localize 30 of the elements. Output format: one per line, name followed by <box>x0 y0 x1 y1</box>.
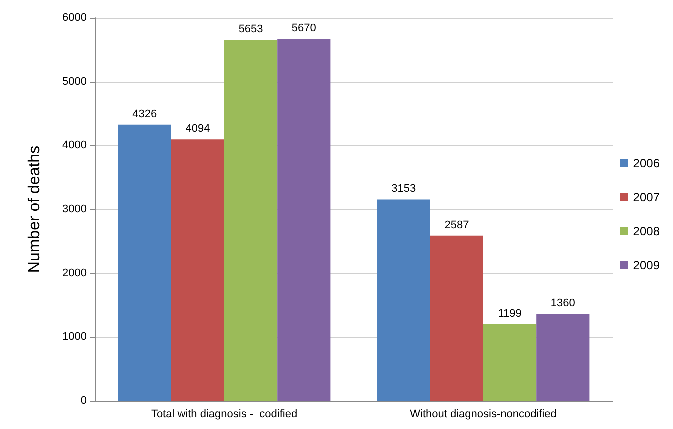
data-label: 4094 <box>186 123 210 136</box>
data-label: 1360 <box>550 298 576 310</box>
y-axis-title: Number of deaths <box>26 146 44 274</box>
legend-label: 2007 <box>633 190 660 204</box>
bar <box>278 39 331 401</box>
bar <box>377 200 430 401</box>
data-label: 5653 <box>238 24 264 36</box>
bar <box>484 324 537 401</box>
bar <box>430 236 484 401</box>
data-label: 2587 <box>444 219 470 232</box>
y-tick-label: 6000 <box>62 12 87 24</box>
y-tick-label: 2000 <box>62 267 87 280</box>
data-label: 5670 <box>292 22 316 35</box>
y-tick-label: 3000 <box>62 204 87 216</box>
x-tick-label: Without diagnosis-noncodified <box>410 408 557 420</box>
bar <box>118 124 172 401</box>
y-tick-label: 0 <box>80 395 87 407</box>
legend-label: 2009 <box>633 258 660 272</box>
legend-label: 2006 <box>633 156 660 170</box>
data-label: 1199 <box>498 308 522 320</box>
data-label: 4326 <box>132 108 158 120</box>
legend-label: 2008 <box>633 224 660 238</box>
y-tick-label: 4000 <box>62 140 87 152</box>
y-tick-label: 5000 <box>62 76 87 88</box>
y-tick-label: 1000 <box>62 331 87 344</box>
bar <box>536 314 590 401</box>
x-tick-label: Total with diagnosis - codified <box>151 408 298 420</box>
bar <box>171 140 224 401</box>
data-label: 3153 <box>392 183 416 196</box>
bar <box>224 40 278 401</box>
